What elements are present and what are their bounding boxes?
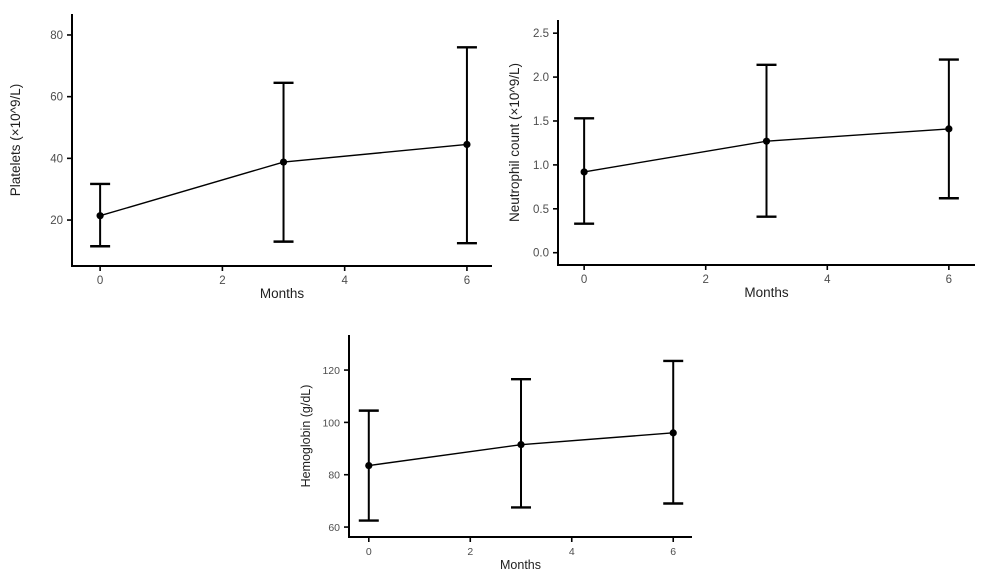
x-tick-labels: 0 2 4 6	[366, 537, 676, 558]
data-point	[279, 158, 288, 166]
platelets-chart: 20 40 60 80 0 2 4 6 Months Platelets (×10^9/L)	[0, 0, 500, 310]
y-tick-labels: 0.0 0.5 1.0 1.5 2.0 2.5	[533, 28, 558, 260]
x-tick-label: 4	[341, 275, 348, 287]
neutrophil-count-chart: 0.0 0.5 1.0 1.5 2.0 2.5 0 2 4 6 Months Neutrophil c…	[505, 0, 1005, 310]
x-tick-label: 2	[219, 275, 225, 287]
x-tick-labels: 0 2 4 6	[581, 265, 952, 286]
axes	[348, 335, 692, 538]
data-point	[517, 441, 525, 449]
x-tick-label: 0	[366, 546, 372, 558]
y-tick-label: 1.5	[533, 116, 549, 128]
y-tick-label: 0.0	[533, 248, 549, 260]
y-tick-label: 0.5	[533, 204, 549, 216]
y-tick-label: 120	[322, 365, 340, 377]
data-point	[96, 212, 104, 220]
y-tick-label: 1.0	[533, 160, 549, 172]
y-tick-label: 80	[328, 470, 340, 482]
x-axis-title: Months	[500, 558, 541, 572]
y-tick-label: 60	[50, 92, 63, 104]
data-point	[945, 125, 953, 133]
y-axis-title: Neutrophil count (×10^9/L)	[507, 63, 522, 222]
y-tick-label: 2.5	[533, 28, 549, 40]
x-tick-label: 6	[670, 546, 676, 558]
data-points	[580, 125, 953, 176]
data-point	[669, 429, 677, 437]
x-tick-labels: 0 2 4 6	[97, 266, 470, 287]
y-axis-title: Platelets (×10^9/L)	[8, 84, 23, 197]
y-tick-label: 60	[328, 522, 340, 534]
error-bars	[90, 46, 477, 248]
x-axis-title: Months	[744, 285, 789, 300]
x-tick-label: 4	[569, 546, 575, 558]
y-tick-label: 2.0	[533, 72, 549, 84]
data-points	[365, 429, 677, 470]
x-tick-label: 6	[946, 274, 952, 286]
data-point	[762, 137, 771, 145]
neutrophil-count-chart-svg: 0.0 0.5 1.0 1.5 2.0 2.5 0 2 4 6 Months Neutrophil c…	[507, 20, 975, 300]
x-tick-label: 2	[467, 546, 473, 558]
y-tick-label: 80	[50, 30, 63, 42]
x-tick-label: 0	[97, 275, 103, 287]
x-tick-label: 6	[464, 275, 470, 287]
x-tick-label: 2	[703, 274, 709, 286]
x-tick-label: 4	[824, 274, 831, 286]
axes	[557, 20, 975, 266]
y-tick-labels: 20 40 60 80	[50, 30, 72, 227]
data-point	[463, 140, 471, 149]
x-axis-title: Months	[260, 286, 305, 301]
hemoglobin-chart-svg: 60 80 100 120 0 2 4 6 Months Hemoglobin (g/dL)	[299, 335, 692, 572]
x-tick-label: 0	[581, 274, 587, 286]
data-point	[365, 461, 373, 470]
platelets-chart-svg: 20 40 60 80 0 2 4 6 Months Platelets (×10^9/L)	[8, 14, 492, 301]
y-axis-title: Hemoglobin (g/dL)	[299, 385, 313, 488]
data-points	[96, 140, 471, 220]
hemoglobin-chart: 60 80 100 120 0 2 4 6 Months Hemoglobin (g/dL)	[283, 325, 783, 582]
axes	[71, 14, 492, 267]
y-tick-label: 100	[322, 417, 340, 429]
y-tick-label: 20	[50, 215, 63, 227]
data-point	[580, 168, 588, 176]
y-tick-label: 40	[50, 153, 63, 165]
y-tick-labels: 60 80 100 120	[322, 365, 349, 534]
error-bars	[358, 359, 684, 522]
